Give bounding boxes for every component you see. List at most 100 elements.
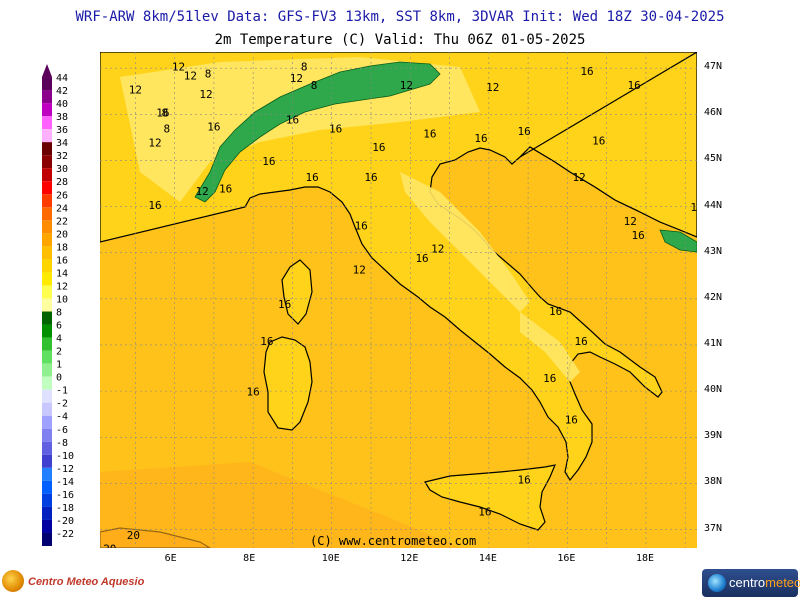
contour-label: 16	[207, 120, 220, 133]
colorbar-label: 26	[56, 190, 68, 201]
latitude-label: 42N	[704, 291, 723, 303]
colorbar-swatch	[42, 454, 52, 468]
contour-label: 16	[518, 125, 531, 138]
colorbar-label: -20	[56, 516, 74, 527]
contour-label: 20	[103, 543, 116, 548]
italy-mainland	[100, 52, 697, 482]
header-line-2: 2m Temperature (C) Valid: Thu 06Z 01-05-…	[214, 32, 586, 48]
colorbar-swatch	[42, 441, 52, 455]
colorbar-swatch	[42, 324, 52, 338]
colorbar-top-arrow	[42, 64, 52, 78]
colorbar-swatch	[42, 116, 52, 130]
longitude-label: 10E	[321, 553, 340, 564]
colorbar-swatch	[42, 337, 52, 351]
alps-cold-area	[194, 61, 441, 203]
contour-label: 12	[431, 243, 444, 256]
latitude-label: 44N	[704, 199, 723, 211]
colorbar-swatch	[42, 181, 52, 195]
colorbar-label: 12	[56, 281, 68, 292]
sicily	[424, 464, 556, 531]
logo-right-text: centrometeo	[729, 575, 800, 590]
longitude-label: 14E	[478, 553, 497, 564]
colorbar-swatch	[42, 350, 52, 364]
centro-meteo-aquesio-logo: Centro Meteo Aquesio	[2, 570, 152, 596]
colorbar-label: 36	[56, 125, 68, 136]
contour-label: 8	[301, 60, 308, 73]
contour-label: 16	[355, 220, 368, 233]
sardinia	[263, 336, 313, 431]
colorbar-label: -1	[56, 386, 68, 397]
color-legend: 4442403836343230282624222018161412108642…	[42, 64, 74, 546]
colorbar-swatch	[42, 311, 52, 325]
colorbar-swatch	[42, 207, 52, 221]
colorbar-label: 34	[56, 138, 68, 149]
logo-left-text: Centro Meteo Aquesio	[28, 576, 145, 588]
contour-label: 12	[400, 79, 413, 92]
contour-label: 16	[478, 506, 491, 519]
colorbar-label: 8	[56, 308, 62, 319]
contour-label: 8	[311, 79, 318, 92]
longitude-label: 12E	[400, 553, 419, 564]
colorbar-swatch	[42, 363, 52, 377]
contour-label: 12	[184, 70, 197, 83]
contour-label: 16	[628, 79, 641, 92]
latitude-label: 46N	[704, 107, 723, 119]
contour-label: 16	[247, 386, 260, 399]
colorbar-swatch	[42, 428, 52, 442]
contour-label: 16	[260, 335, 273, 348]
colorbar-swatch	[42, 246, 52, 260]
contour-label: 12	[129, 84, 142, 97]
contour-label: 16	[415, 252, 428, 265]
colorbar-swatch	[42, 142, 52, 156]
colorbar-swatch	[42, 103, 52, 117]
colorbar-label: 6	[56, 321, 62, 332]
contour-label: 16	[329, 123, 342, 136]
colorbar-label: 20	[56, 229, 68, 240]
land-layer	[100, 52, 697, 548]
colorbar-swatch	[42, 415, 52, 429]
colorbar-label: 40	[56, 99, 68, 110]
colorbar-label: 16	[56, 255, 68, 266]
contour-label: 12	[195, 185, 208, 198]
colorbar-swatch	[42, 376, 52, 390]
colorbar-swatch	[42, 155, 52, 169]
colorbar-label: 38	[56, 112, 68, 123]
colorbar-label: 42	[56, 86, 68, 97]
contour-label: 12	[148, 137, 161, 150]
contour-label: 16	[543, 372, 556, 385]
contour-label: 16	[262, 155, 275, 168]
longitude-label: 16E	[557, 553, 576, 564]
latitude-label: 45N	[704, 153, 723, 165]
colorbar-label: 32	[56, 151, 68, 162]
contour-label: 16	[286, 114, 299, 127]
contour-label: 12	[573, 171, 586, 184]
latitude-label: 47N	[704, 61, 723, 73]
colorbar-swatch	[42, 389, 52, 403]
colorbar-label: 24	[56, 203, 68, 214]
contour-label: 16	[631, 229, 644, 242]
colorbar-swatch	[42, 272, 52, 286]
contour-label: 8	[163, 123, 170, 136]
latitude-label: 40N	[704, 384, 723, 396]
contour-label: 16	[364, 171, 377, 184]
contour-label: 16	[372, 141, 385, 154]
colorbar-swatch	[42, 259, 52, 273]
colorbar-swatch	[42, 506, 52, 520]
contour-label: 16	[423, 127, 436, 140]
sun-logo-icon	[2, 570, 24, 592]
contour-label: 12	[624, 215, 637, 228]
header-line-1: WRF-ARW 8km/51lev Data: GFS-FV3 13km, SS…	[75, 9, 725, 25]
colorbar-swatch	[42, 129, 52, 143]
colorbar-swatch	[42, 493, 52, 507]
contour-label: 12	[486, 81, 499, 94]
balkan-cold-area	[659, 229, 697, 253]
colorbar-label: -6	[56, 425, 68, 436]
contour-label: 16	[219, 183, 232, 196]
contour-label: 16	[575, 335, 588, 348]
colorbar-swatch	[42, 168, 52, 182]
colorbar-swatch	[42, 285, 52, 299]
colorbar-bottom-arrow	[42, 536, 52, 546]
contour-label: 20	[127, 529, 140, 542]
latitude-label: 43N	[704, 245, 723, 257]
